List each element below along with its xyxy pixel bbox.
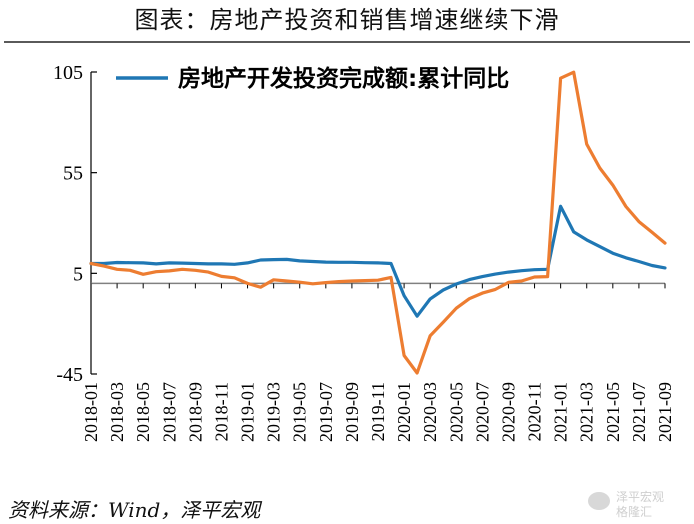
- x-tick-label: 2018-01: [81, 382, 101, 442]
- title-divider: [4, 41, 690, 43]
- watermark-line2: 格隆汇: [616, 505, 653, 519]
- x-tick-label: 2021-09: [655, 382, 675, 442]
- y-tick-label: 55: [63, 163, 83, 185]
- watermark: 泽平宏观 格隆汇: [588, 488, 688, 520]
- x-tick-label: 2020-05: [446, 382, 466, 442]
- x-tick-label: 2020-11: [525, 382, 545, 441]
- x-tick-label: 2021-07: [629, 382, 649, 442]
- x-tick-label: 2019-01: [238, 382, 258, 442]
- x-tick-label: 2019-03: [264, 382, 284, 442]
- x-tick-label: 2021-05: [603, 382, 623, 442]
- y-tick-label: 105: [53, 62, 83, 84]
- legend-label-investment: 房地产开发投资完成额:累计同比: [178, 65, 509, 92]
- x-tick-label: 2019-07: [316, 382, 336, 442]
- x-tick-label: 2020-09: [498, 382, 518, 442]
- x-tick-label: 2021-03: [577, 382, 597, 442]
- legend: 房地产开发投资完成额:累计同比: [116, 65, 509, 92]
- x-tick-label: 2019-09: [342, 382, 362, 442]
- x-tick-label: 2018-03: [107, 382, 127, 442]
- y-tick-label: -45: [56, 364, 83, 386]
- x-tick-label: 2018-09: [185, 382, 205, 442]
- x-tick-label: 2018-05: [133, 382, 153, 442]
- series-line-investment: [89, 204, 667, 318]
- x-tick-label: 2018-07: [159, 382, 179, 442]
- series-lines: [89, 70, 667, 375]
- y-tick-label: 5: [73, 263, 83, 285]
- watermark-line1: 泽平宏观: [616, 490, 665, 504]
- x-tick-label: 2018-11: [211, 382, 231, 441]
- series-line-sales: [89, 70, 667, 375]
- x-tick-label: 2020-01: [394, 382, 414, 442]
- x-tick-label: 2021-01: [551, 382, 571, 442]
- wechat-icon: [588, 492, 610, 510]
- page-title: 图表：房地产投资和销售增速继续下滑: [134, 6, 560, 34]
- source-note: 资料来源：Wind，泽平宏观: [8, 498, 261, 522]
- x-tick-label: 2020-07: [472, 382, 492, 442]
- x-tick-label: 2020-03: [420, 382, 440, 442]
- x-tick-label: 2019-05: [290, 382, 310, 442]
- x-tick-label: 2019-11: [368, 382, 388, 441]
